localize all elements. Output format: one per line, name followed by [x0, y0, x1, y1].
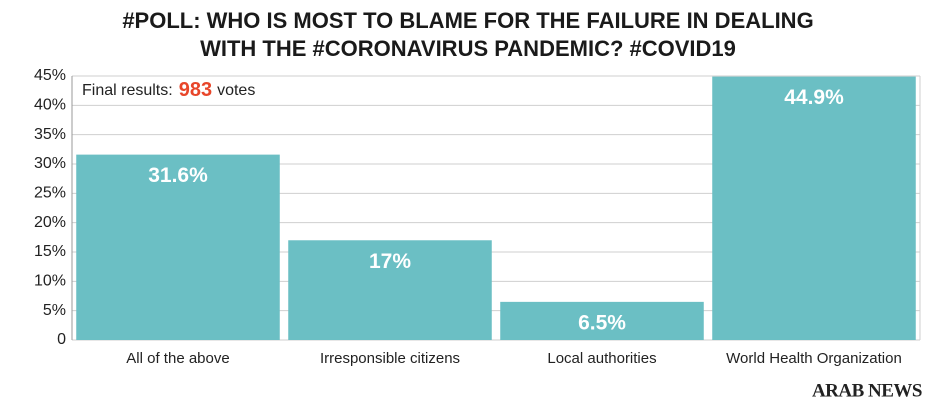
value-label: 17% [369, 250, 411, 273]
annotation: Final results: 983 votes [82, 79, 255, 101]
x-tick-label: Local authorities [547, 350, 656, 367]
x-tick-label: World Health Organization [726, 350, 902, 367]
chart-title: WITH THE #CORONAVIRUS PANDEMIC? #COVID19 [200, 36, 736, 61]
y-tick-label: 45% [34, 67, 66, 84]
annotation-value: 983 [179, 79, 212, 101]
value-label: 44.9% [784, 86, 844, 109]
y-tick-label: 40% [34, 97, 66, 114]
annotation-bg [76, 78, 253, 104]
y-tick-label: 25% [34, 185, 66, 202]
y-tick-label: 15% [34, 243, 66, 260]
y-tick-label: 30% [34, 155, 66, 172]
bar [500, 301, 704, 340]
x-tick-label: Irresponsible citizens [320, 350, 460, 367]
bar [288, 240, 492, 340]
x-tick-label: All of the above [126, 350, 229, 367]
y-tick-label: 35% [34, 126, 66, 143]
source: ARAB NEWS [812, 380, 922, 401]
y-tick-label: 10% [34, 273, 66, 290]
y-tick-label: 5% [43, 302, 66, 319]
bar [712, 76, 916, 340]
annotation-text: votes [217, 82, 255, 99]
chart-title: #POLL: WHO IS MOST TO BLAME FOR THE FAIL… [122, 8, 813, 33]
value-label: 31.6% [148, 164, 208, 187]
value-label: 6.5% [578, 311, 626, 334]
annotation-text: Final results: [82, 82, 173, 99]
bar [76, 154, 280, 340]
y-tick-label: 20% [34, 214, 66, 231]
y-tick-label: 0 [57, 331, 66, 348]
